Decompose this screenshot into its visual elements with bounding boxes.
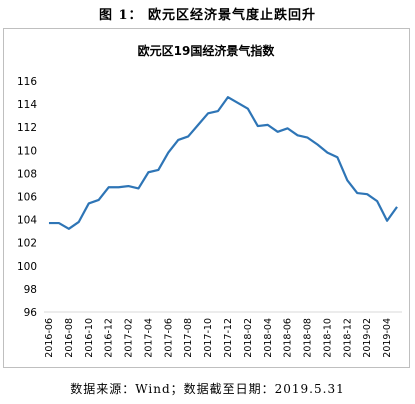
y-tick-label: 100	[17, 261, 37, 273]
y-tick-label: 102	[17, 238, 37, 250]
source-note: 数据来源：Wind；数据截至日期：2019.5.31	[70, 382, 345, 396]
y-axis: 96 98 100 102 104 106 108 110 112 114 116	[17, 76, 37, 319]
figure-caption: 图 1： 欧元区经济景气度止跌回升	[98, 8, 317, 23]
x-tick-label: 2019-04	[382, 318, 393, 358]
x-tick-label: 2016-06	[44, 318, 55, 358]
x-tick-label: 2017-10	[203, 318, 214, 358]
y-tick-label: 98	[24, 284, 37, 296]
x-axis: 2016-06 2016-08 2016-10 2016-12 2017-02 2017-…	[44, 318, 393, 358]
y-tick-label: 108	[17, 168, 37, 180]
x-tick-label: 2018-06	[283, 318, 294, 358]
x-tick-label: 2018-08	[303, 318, 314, 358]
x-tick-label: 2016-10	[84, 318, 95, 358]
x-tick-label: 2018-02	[243, 318, 254, 358]
x-tick-label: 2017-06	[163, 318, 174, 358]
chart-frame: 欧元区19国经济景气指数 96 98 100 102 104 106 108 110 112 11…	[3, 28, 410, 368]
y-tick-label: 114	[17, 99, 37, 111]
y-tick-label: 106	[17, 192, 37, 204]
x-tick-label: 2017-12	[223, 318, 234, 358]
y-tick-label: 112	[17, 122, 37, 134]
y-tick-label: 110	[17, 145, 37, 157]
y-tick-label: 116	[17, 76, 37, 88]
x-tick-label: 2019-02	[362, 318, 373, 358]
series-group	[48, 96, 398, 230]
x-tick-label: 2016-12	[104, 318, 115, 358]
line-chart: 欧元区19国经济景气指数 96 98 100 102 104 106 108 110 112 11…	[17, 43, 402, 358]
y-tick-label: 96	[24, 307, 38, 319]
x-tick-label: 2018-10	[322, 318, 333, 358]
y-tick-label: 104	[17, 215, 37, 227]
x-tick-label: 2017-02	[124, 318, 135, 358]
x-tick-label: 2017-08	[183, 318, 194, 358]
x-tick-label: 2018-12	[342, 318, 353, 358]
x-tick-label: 2016-08	[64, 318, 75, 358]
chart-title: 欧元区19国经济景气指数	[138, 43, 276, 58]
x-tick-label: 2018-04	[263, 318, 274, 358]
series-line	[48, 96, 398, 230]
x-tick-label: 2017-04	[143, 318, 154, 358]
